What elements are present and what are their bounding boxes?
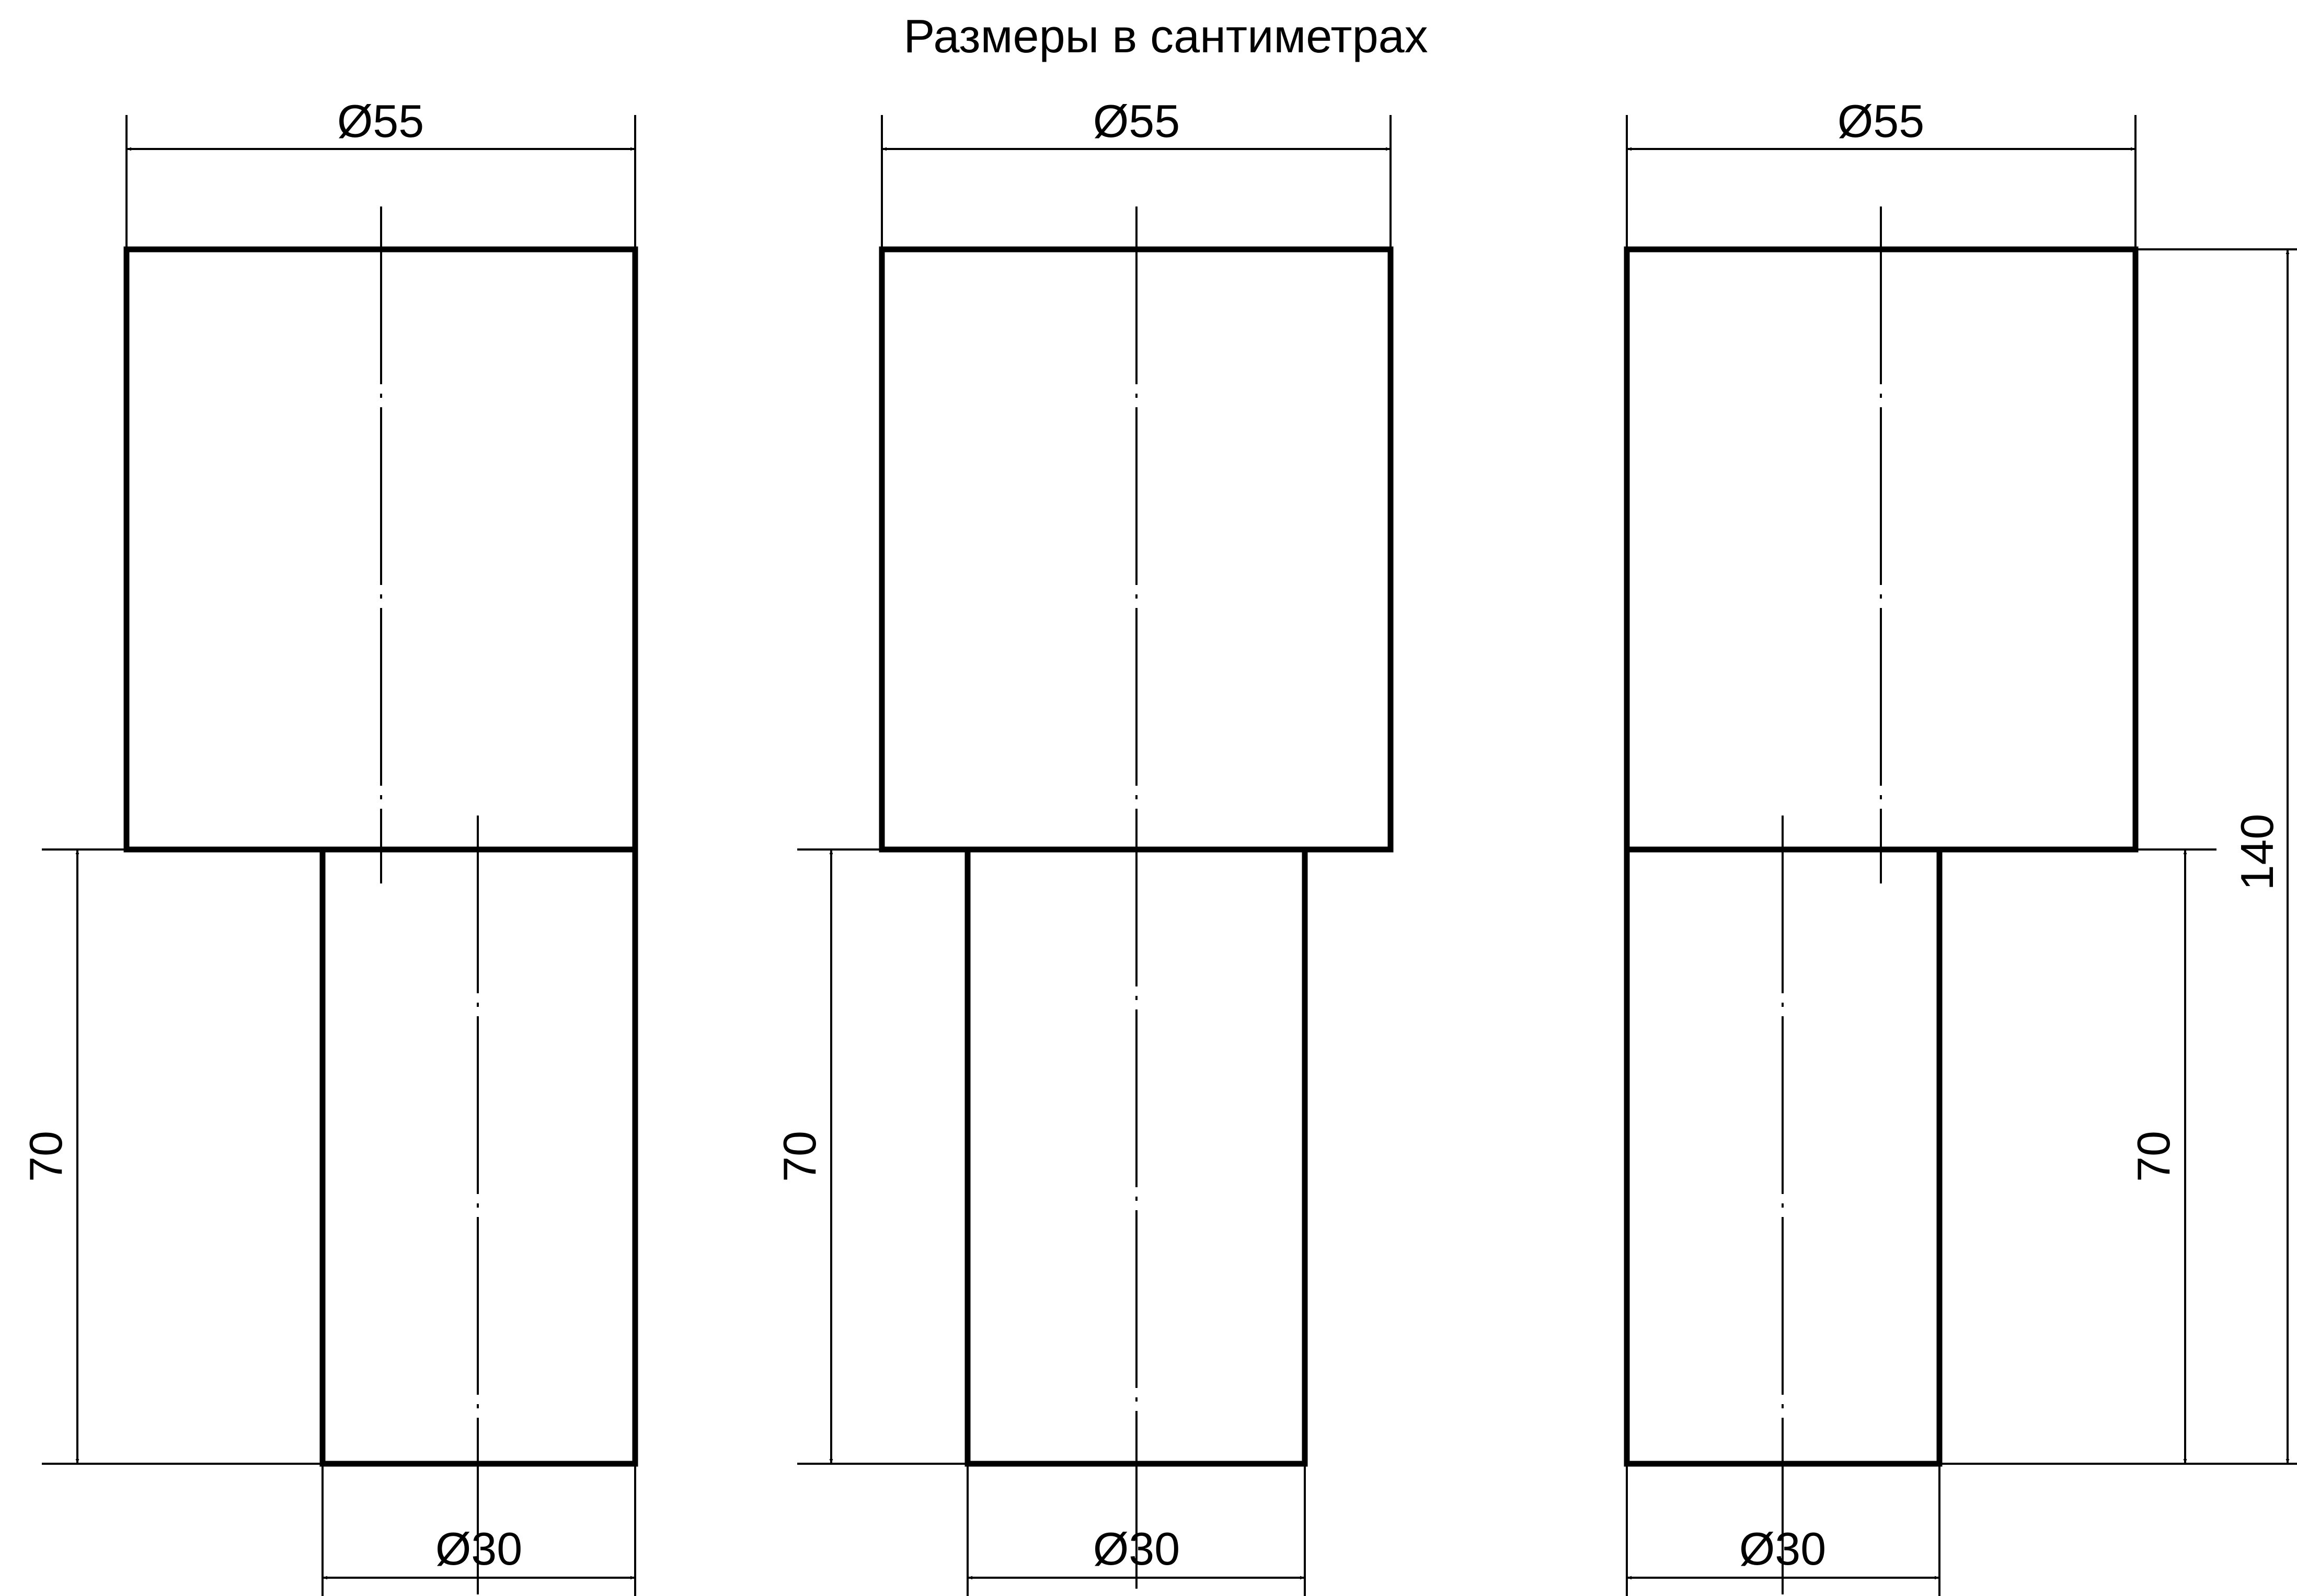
dimension-label-top-diameter: Ø55 [1093, 95, 1180, 147]
dimension-label-bottom-diameter: Ø30 [1739, 1523, 1826, 1575]
figure-2: Ø55 70 Ø30 [774, 95, 1394, 1596]
dimension-label-height-140: 140 [2231, 814, 2283, 891]
dimension-label-bottom-diameter: Ø30 [1093, 1523, 1180, 1575]
figure-3: Ø55 70 140 Ø30 [1624, 95, 2297, 1596]
dimension-label-height-70: 70 [774, 1131, 825, 1182]
dimension-label-bottom-diameter: Ø30 [435, 1523, 522, 1575]
dimension-label-height-70: 70 [2128, 1131, 2179, 1182]
dimension-label-top-diameter: Ø55 [1837, 95, 1924, 147]
dimension-label-top-diameter: Ø55 [337, 95, 424, 147]
figure-1: Ø55 70 Ø30 [20, 95, 638, 1596]
dimension-label-height-70: 70 [20, 1131, 72, 1182]
page-title: Размеры в сантиметрах [903, 10, 1428, 63]
